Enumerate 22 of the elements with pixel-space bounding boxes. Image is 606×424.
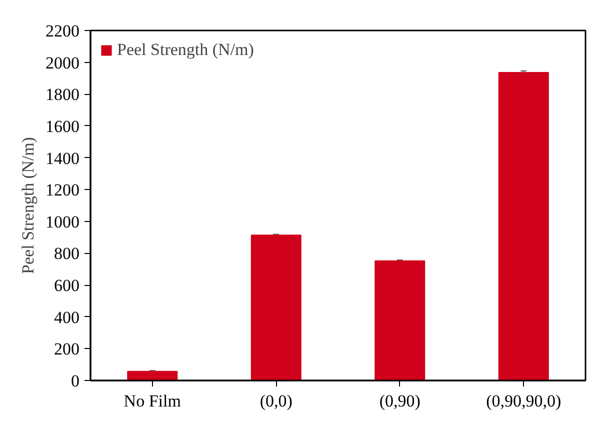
y-tick-label: 1000 [46, 212, 80, 232]
bar [250, 234, 302, 380]
y-tick-label: 1200 [46, 180, 80, 200]
y-tick-label: 2200 [46, 22, 80, 40]
x-tick-label: No Film [124, 392, 181, 410]
y-tick-label: 1800 [46, 85, 80, 104]
y-tick-label: 1600 [46, 116, 80, 136]
bar [498, 72, 549, 380]
y-tick-label: 400 [54, 308, 80, 327]
y-tick-label: 600 [54, 276, 80, 296]
legend-label: Peel Strength (N/m) [117, 40, 254, 60]
x-tick-label: (0,0) [260, 392, 292, 410]
y-tick-label: 200 [54, 340, 80, 359]
y-tick-label: 2000 [46, 53, 80, 72]
x-tick-label: (0,90,90,0) [486, 392, 562, 410]
bar [127, 370, 178, 380]
y-tick-label: 0 [71, 372, 80, 390]
bar [374, 260, 426, 380]
y-tick-label: 800 [54, 244, 80, 264]
x-tick-label: (0,90) [379, 392, 420, 410]
y-axis-title: Peel Strength (N/m) [18, 137, 38, 274]
y-tick-label: 1400 [46, 148, 80, 168]
